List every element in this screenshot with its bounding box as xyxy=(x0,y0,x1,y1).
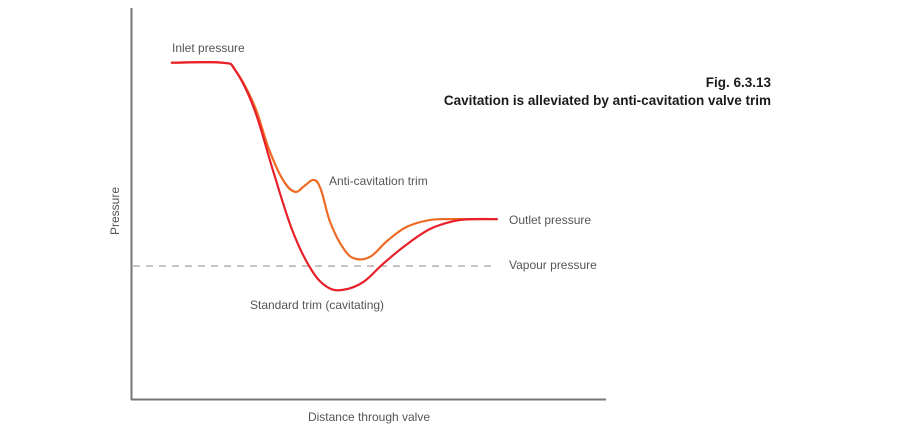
standard-trim-curve xyxy=(170,60,498,292)
anti-cavitation-trim-label: Anti-cavitation trim xyxy=(329,174,428,188)
x-axis-label: Distance through valve xyxy=(308,410,430,424)
figure-caption: Cavitation is alleviated by anti-cavitat… xyxy=(444,93,771,108)
figure-number: Fig. 6.3.13 xyxy=(706,75,772,90)
inlet-pressure-label: Inlet pressure xyxy=(172,41,245,55)
outlet-pressure-label: Outlet pressure xyxy=(509,213,591,227)
vapour-pressure-label: Vapour pressure xyxy=(509,258,597,272)
standard-trim-label: Standard trim (cavitating) xyxy=(250,298,384,312)
anti-cavitation-trim-curve xyxy=(170,60,498,261)
y-axis-label: Pressure xyxy=(108,187,122,235)
